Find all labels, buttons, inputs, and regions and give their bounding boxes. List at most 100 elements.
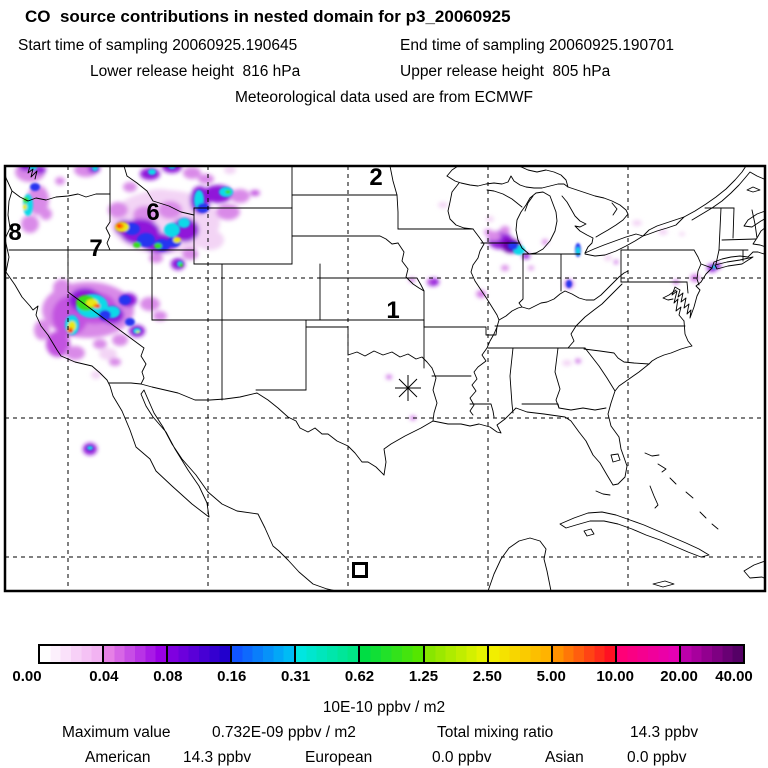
- plume-blob: [65, 346, 85, 360]
- colorbar-cell: [552, 646, 617, 662]
- plume-blob: [164, 223, 180, 237]
- plume-blob: [528, 266, 534, 270]
- plume-layer-soft: [15, 166, 721, 455]
- plume-blob: [46, 331, 70, 357]
- plume-blob: [562, 360, 572, 366]
- plume-blob: [117, 224, 121, 228]
- end-time-label: End time of sampling 20060925.190701: [400, 37, 675, 54]
- source-european-value: 0.0 ppbv: [432, 749, 492, 766]
- plume-blob: [500, 226, 510, 234]
- plume-blob: [149, 253, 163, 263]
- colorbar-cell: [104, 646, 169, 662]
- plume-blob: [427, 279, 433, 283]
- plume-blob: [133, 328, 141, 334]
- plume-blob: [96, 304, 100, 308]
- region-number-label: 7: [89, 235, 102, 262]
- max-value: 0.732E-09 ppbv / m2: [212, 724, 356, 741]
- colorbar-cell: [680, 646, 744, 662]
- plume-blob: [137, 233, 155, 247]
- colorbar-tick-label: 40.00: [715, 668, 753, 685]
- latlon-gridlines: [5, 166, 765, 591]
- colorbar-tick-label: 20.00: [660, 668, 698, 685]
- plume-blob: [34, 320, 50, 340]
- colorbar-tick-label: 5.00: [536, 668, 566, 685]
- colorbar-tick-label: 0.62: [344, 668, 375, 685]
- plume-blob: [196, 230, 224, 250]
- colorbar-cell: [424, 646, 489, 662]
- colorbar-units-label: 10E-10 ppbv / m2: [322, 699, 446, 716]
- plume-blob: [108, 202, 128, 218]
- plume-blob: [99, 310, 111, 320]
- plume-blob: [53, 279, 71, 297]
- release-point-asterisk: [398, 378, 418, 398]
- colorbar-cell: [40, 646, 105, 662]
- page-title: CO source contributions in nested domain…: [25, 7, 511, 26]
- plume-blob: [508, 242, 518, 250]
- plume-blob: [486, 216, 494, 222]
- colorbar: [38, 644, 745, 664]
- plume-blob: [99, 348, 117, 360]
- plume-blob: [125, 318, 135, 326]
- plume-blob: [198, 174, 214, 184]
- plume-blob: [614, 260, 618, 264]
- mixing-ratio-value: 14.3 ppbv: [630, 724, 699, 741]
- plume-blob: [140, 297, 160, 311]
- plume-blob: [178, 218, 190, 228]
- region-number-label: 8: [8, 219, 21, 246]
- start-time-label: Start time of sampling 20060925.190645: [18, 37, 298, 54]
- region-number-label: 6: [146, 199, 159, 226]
- lower-release-label: Lower release height 816 hPa: [90, 63, 301, 80]
- colorbar-cell: [360, 646, 425, 662]
- plume-blob: [153, 311, 167, 321]
- colorbar-cell: [232, 646, 297, 662]
- plume-blob: [112, 334, 128, 346]
- colorbar-tick-label: 0.31: [281, 668, 311, 685]
- colorbar-cell: [616, 646, 681, 662]
- plume-blob: [604, 255, 612, 261]
- source-asian-value: 0.0 ppbv: [627, 749, 687, 766]
- plume-blob: [575, 359, 581, 363]
- plume-blob: [109, 358, 121, 366]
- plume-blob: [224, 166, 236, 174]
- plume-blob: [230, 189, 250, 203]
- mixing-ratio-label: Total mixing ratio: [437, 724, 554, 741]
- coastline-and-state-borders: [5, 166, 765, 591]
- plume-blob: [133, 242, 141, 248]
- plume-blob: [542, 239, 548, 245]
- plume-blob: [501, 265, 509, 271]
- colorbar-cell: [488, 646, 553, 662]
- colorbar-tick-label: 0.04: [89, 668, 119, 685]
- plume-blob: [93, 339, 107, 349]
- met-source-label: Meteorological data used are from ECMWF: [234, 89, 534, 106]
- plume-blob: [158, 201, 182, 219]
- source-european-label: European: [305, 749, 373, 766]
- city-square-marker: [352, 562, 368, 578]
- plume-blob: [30, 183, 40, 191]
- plume-blob: [679, 232, 685, 236]
- plume-blob: [154, 243, 162, 249]
- colorbar-cell: [296, 646, 361, 662]
- plume-blob: [658, 229, 668, 235]
- plume-blob: [216, 204, 240, 220]
- plume-blob: [23, 204, 27, 210]
- plume-blob: [162, 166, 182, 173]
- plume-blob: [183, 167, 201, 179]
- map-frame: [3, 164, 767, 593]
- source-american-value: 14.3 ppbv: [183, 749, 252, 766]
- plume-blob: [55, 177, 65, 185]
- plume-blob: [173, 237, 181, 243]
- plume-blob: [250, 190, 260, 196]
- colorbar-tick-label: 10.00: [596, 668, 634, 685]
- plume-blob: [136, 331, 140, 333]
- plume-blob: [566, 280, 572, 288]
- plume-blob: [171, 218, 199, 242]
- region-number-label: 1: [386, 297, 399, 324]
- plume-blob: [21, 215, 39, 233]
- plume-blob: [69, 329, 73, 333]
- plume-blob: [632, 220, 642, 226]
- colorbar-cell: [168, 646, 233, 662]
- plume-blob: [119, 295, 131, 305]
- plume-blob: [386, 375, 392, 379]
